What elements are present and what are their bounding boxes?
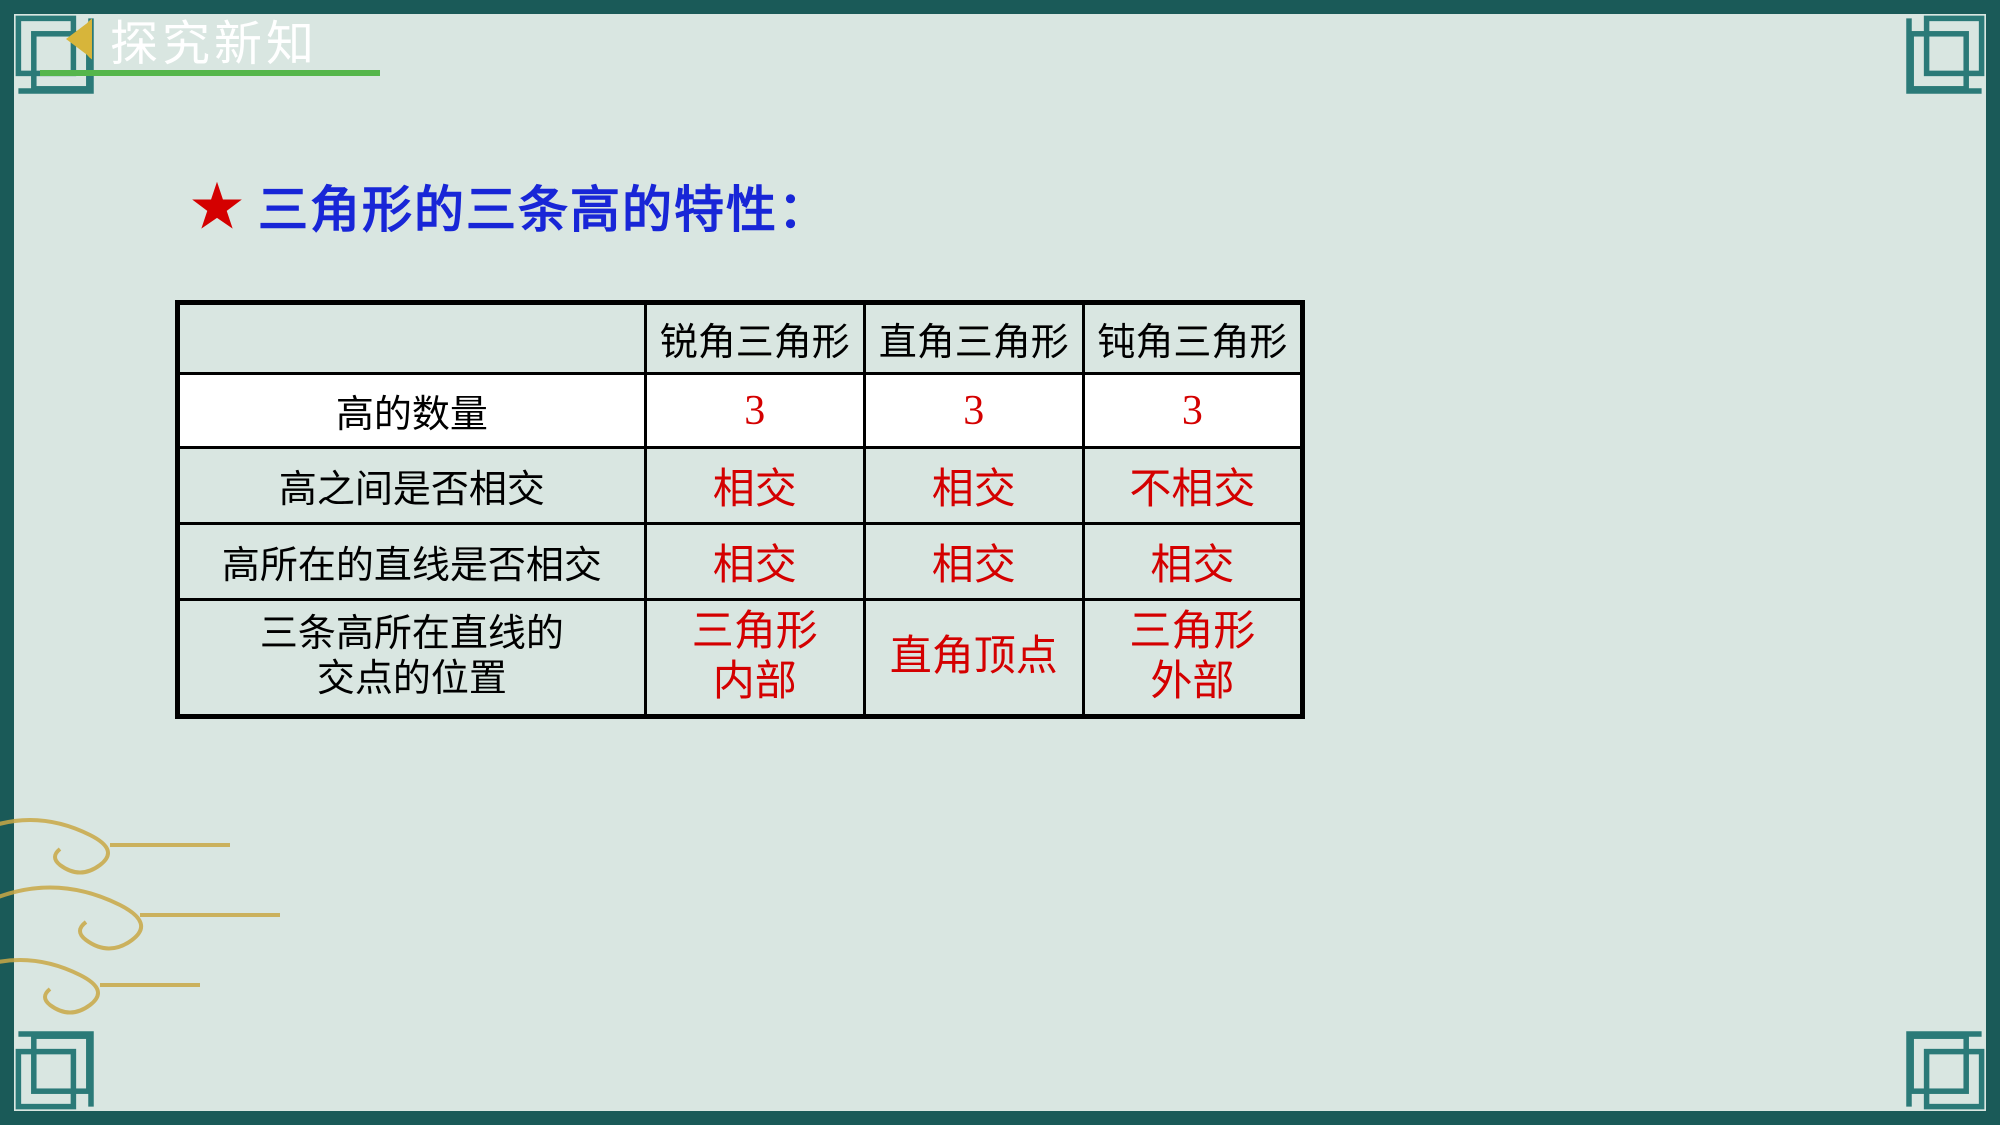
frame-border-right: [1986, 0, 2000, 1125]
table-cell: 相交: [864, 448, 1083, 524]
row-label: 三条高所在直线的交点的位置: [178, 600, 646, 717]
corner-ornament-bottom-right: [1876, 1001, 1986, 1111]
subtitle-row: 三角形的三条高的特性：: [190, 170, 830, 242]
table-row: 高的数量 3 3 3: [178, 374, 1303, 448]
row-label: 高所在的直线是否相交: [178, 524, 646, 600]
pacman-icon: [40, 13, 92, 65]
table-cell: 相交: [864, 524, 1083, 600]
subtitle-text: 三角形的三条高的特性：: [258, 170, 830, 242]
table-cell: 相交: [1083, 524, 1302, 600]
slide-header: 探究新知: [40, 8, 1960, 70]
corner-ornament-bottom-left: [14, 1001, 124, 1111]
table-row: 三条高所在直线的交点的位置 三角形内部 直角顶点 三角形外部: [178, 600, 1303, 717]
table-header-acute: 锐角三角形: [645, 303, 864, 374]
table-cell: 3: [645, 374, 864, 448]
table-row: 高之间是否相交 相交 相交 不相交: [178, 448, 1303, 524]
table-header-empty: [178, 303, 646, 374]
table-row: 高所在的直线是否相交 相交 相交 相交: [178, 524, 1303, 600]
row-label: 高之间是否相交: [178, 448, 646, 524]
table-header-right: 直角三角形: [864, 303, 1083, 374]
row-label: 高的数量: [178, 374, 646, 448]
star-icon: [190, 179, 244, 233]
table-header-obtuse: 钝角三角形: [1083, 303, 1302, 374]
frame-border-bottom: [0, 1111, 2000, 1125]
properties-table: 锐角三角形 直角三角形 钝角三角形 高的数量 3 3 3 高之间是否相交 相交 …: [175, 300, 1305, 719]
table-cell: 直角顶点: [864, 600, 1083, 717]
table-cell: 3: [864, 374, 1083, 448]
table-cell: 3: [1083, 374, 1302, 448]
table-cell: 不相交: [1083, 448, 1302, 524]
header-title: 探究新知: [110, 4, 318, 74]
table-cell: 相交: [645, 448, 864, 524]
table-cell: 三角形外部: [1083, 600, 1302, 717]
table-cell: 相交: [645, 524, 864, 600]
table-header-row: 锐角三角形 直角三角形 钝角三角形: [178, 303, 1303, 374]
table-cell: 三角形内部: [645, 600, 864, 717]
cloud-ornament: [0, 795, 320, 1015]
